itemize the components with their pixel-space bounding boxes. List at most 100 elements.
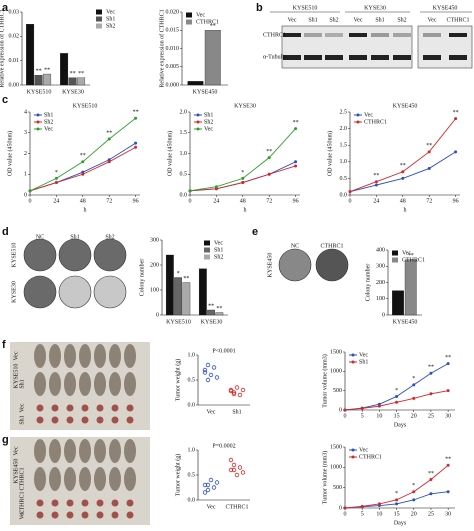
blot-band xyxy=(423,33,441,37)
point xyxy=(294,160,298,164)
legend-swatch xyxy=(204,254,210,260)
point xyxy=(267,172,271,176)
mouse xyxy=(109,344,121,368)
point xyxy=(237,465,243,470)
point xyxy=(360,406,364,410)
y-tick-label: 2 xyxy=(24,151,27,157)
x-tick-label: 48 xyxy=(240,198,246,204)
y-tick-label: 400 xyxy=(376,247,385,253)
y-axis-label: OD value (450nm) xyxy=(6,131,13,176)
column-label: Sh1 xyxy=(70,234,79,240)
annotation: P<0.0001 xyxy=(212,348,235,354)
column-label: CTHRC1 xyxy=(320,243,343,249)
x-tick-label: KYSE450 xyxy=(393,319,418,325)
x-tick-label: 20 xyxy=(411,413,417,419)
x-tick-label: 20 xyxy=(411,511,417,517)
y-axis-label: OD value (450nm) xyxy=(326,131,333,176)
y-tick-label: 500 xyxy=(333,485,342,491)
legend-label: Sh1 xyxy=(44,112,53,118)
significance: ** xyxy=(408,253,414,259)
mouse xyxy=(94,439,106,463)
x-tick-label: Vec xyxy=(207,409,216,415)
significance: * xyxy=(177,271,180,277)
y-tick-label: 0.5 xyxy=(340,176,348,182)
point xyxy=(241,181,245,185)
blot-band xyxy=(449,33,467,37)
tumor xyxy=(36,404,44,412)
legend-swatch xyxy=(351,448,355,452)
group-label: Sh1 xyxy=(19,379,25,388)
y-axis-label: Tumor volume (mm3) xyxy=(321,451,328,504)
y-tick-label: 1000 xyxy=(330,465,342,471)
lane-label: Sh2 xyxy=(397,17,406,23)
mouse xyxy=(34,439,46,463)
point xyxy=(240,470,246,475)
y-tick-label: 2.0 xyxy=(340,126,348,132)
mouse xyxy=(124,372,136,396)
tumor xyxy=(51,404,59,412)
bar xyxy=(26,24,35,86)
point xyxy=(202,490,208,495)
blot-band xyxy=(393,33,411,37)
colony-plate xyxy=(315,248,349,282)
mouse xyxy=(34,372,46,396)
point xyxy=(134,145,138,149)
point xyxy=(188,189,192,193)
legend-swatch xyxy=(351,455,355,459)
x-tick-label: 24 xyxy=(373,198,379,204)
point xyxy=(294,164,298,168)
point xyxy=(429,392,433,396)
group-label: Vec xyxy=(19,510,25,519)
y-axis-label: Colony number xyxy=(139,259,145,297)
point xyxy=(412,396,416,400)
point xyxy=(429,492,433,496)
significance: ** xyxy=(428,471,434,477)
mouse xyxy=(109,439,121,463)
significance: ** xyxy=(266,149,272,155)
significance: ** xyxy=(428,365,434,371)
legend-label: Vec xyxy=(196,12,205,18)
colony-plate xyxy=(58,275,92,309)
colony-plate xyxy=(23,275,57,309)
x-tick-label: 10 xyxy=(376,413,382,419)
x-tick-label: 24 xyxy=(213,198,219,204)
point xyxy=(412,383,416,387)
x-tick-label: 25 xyxy=(428,413,434,419)
legend-swatch xyxy=(96,9,102,15)
x-tick-label: 15 xyxy=(394,511,400,517)
y-tick-label: 1.0 xyxy=(340,159,348,165)
mouse xyxy=(64,344,76,368)
significance: ** xyxy=(208,303,214,309)
x-tick-label: 72 xyxy=(106,198,112,204)
x-tick-label: 0 xyxy=(29,198,32,204)
mouse xyxy=(79,467,91,491)
legend-label: Sh2 xyxy=(106,23,115,29)
bar xyxy=(165,254,174,316)
x-tick-label: 48 xyxy=(80,198,86,204)
y-tick-label: 0.020 xyxy=(166,9,180,15)
significance: ** xyxy=(44,67,50,73)
point xyxy=(214,185,218,189)
point xyxy=(205,362,211,368)
x-tick-label: 5 xyxy=(361,413,364,419)
legend-swatch xyxy=(204,240,210,246)
point xyxy=(208,372,214,378)
point xyxy=(202,367,208,373)
point xyxy=(211,365,217,370)
significance: ** xyxy=(78,71,84,77)
y-tick-label: 0 xyxy=(382,312,385,318)
x-tick-label: 72 xyxy=(266,198,272,204)
mouse xyxy=(124,439,136,463)
point xyxy=(54,176,58,180)
y-axis-label: OD value (450nm) xyxy=(166,131,173,176)
blot-band xyxy=(393,55,411,60)
y-tick-label: 0 xyxy=(339,407,342,413)
point xyxy=(374,183,378,187)
group-label: CTHRC1 xyxy=(19,467,25,490)
legend-label: Vec xyxy=(359,352,368,358)
x-tick-label: 30 xyxy=(445,413,451,419)
chart-title: KYSE510 xyxy=(73,103,98,109)
y-tick-label: 2.0 xyxy=(180,109,188,115)
row-label: KYSE30 xyxy=(11,281,17,303)
point xyxy=(228,388,234,394)
